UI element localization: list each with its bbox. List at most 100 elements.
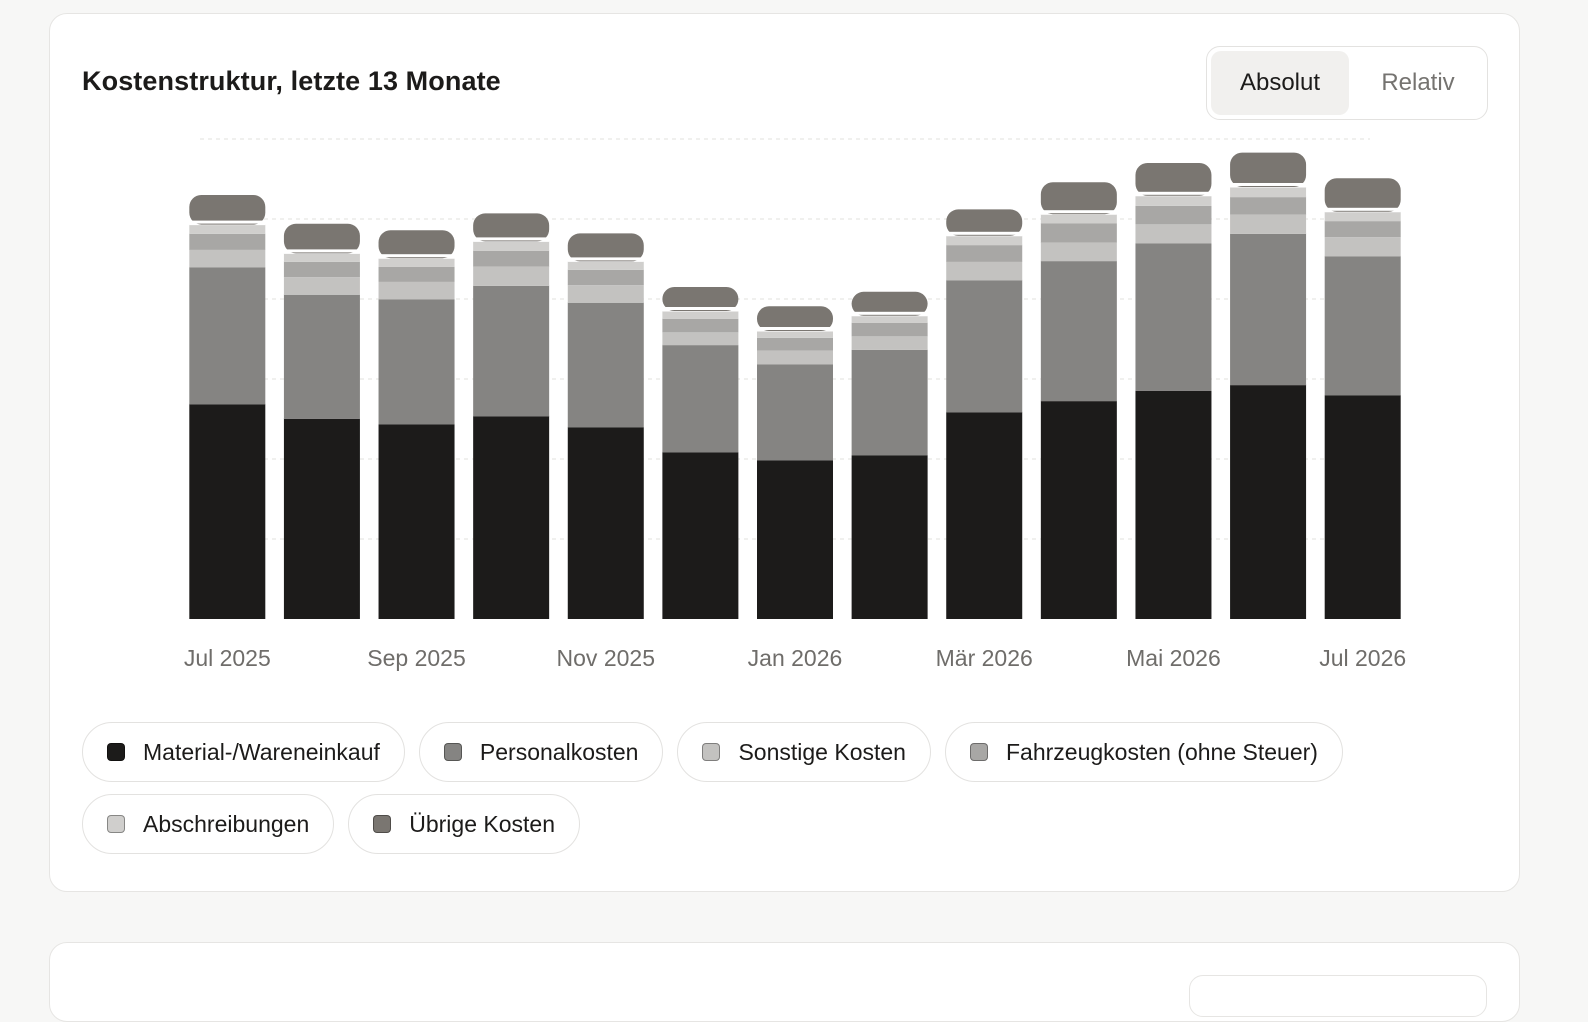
- bar-cap-gap: [378, 254, 455, 258]
- legend-item[interactable]: Material-/Wareneinkauf: [82, 722, 405, 782]
- x-tick-label: Mär 2026: [936, 645, 1033, 671]
- bar-segment: [567, 427, 644, 619]
- bar-segment: [1040, 400, 1117, 619]
- bar-segment: [473, 415, 550, 619]
- bar-segment: [757, 306, 833, 331]
- bar-segment: [189, 249, 266, 268]
- bar-segment: [473, 250, 550, 267]
- bar-segment: [567, 261, 644, 270]
- bar-segment: [1040, 242, 1117, 262]
- bar-segment: [283, 418, 360, 619]
- bar-cap-gap: [662, 307, 739, 310]
- bar-segment: [567, 269, 644, 286]
- bar-segment: [1135, 205, 1212, 225]
- legend-label: Personalkosten: [479, 738, 639, 765]
- bar-segment: [662, 331, 739, 346]
- bar-segment: [757, 459, 833, 619]
- bar-segment: [189, 403, 266, 619]
- bar-segment: [473, 241, 550, 251]
- bar-segment: [851, 322, 928, 337]
- bar-segment: [1040, 214, 1117, 224]
- bar-segment: [851, 349, 928, 456]
- bar-segment: [1135, 223, 1212, 244]
- toggle-absolute-button[interactable]: Absolut: [1211, 51, 1349, 115]
- bar-segment: [1040, 223, 1117, 243]
- bar-segment: [189, 195, 266, 225]
- bar-segment: [757, 350, 833, 365]
- bar-segment: [662, 451, 739, 619]
- bar-segment: [1324, 395, 1401, 619]
- bar-segment: [473, 285, 550, 417]
- bar-segment: [946, 279, 1023, 413]
- bar-segment: [946, 209, 1023, 236]
- legend-label: Sonstige Kosten: [738, 738, 906, 765]
- legend-label: Material-/Wareneinkauf: [143, 738, 380, 765]
- bar-segment: [189, 267, 266, 405]
- bar-segment: [1230, 187, 1307, 198]
- bar-segment: [1324, 220, 1401, 238]
- bar-segment: [1230, 196, 1307, 215]
- legend-swatch: [702, 743, 721, 761]
- bar-segment: [946, 411, 1023, 619]
- bar-segment: [1040, 260, 1117, 402]
- bar-segment: [378, 281, 455, 300]
- bar-cap-gap: [189, 220, 266, 224]
- legend-swatch: [107, 815, 125, 833]
- legend-item[interactable]: Abschreibungen: [82, 794, 335, 854]
- stacked-bar-chart: Jul 2025 Sep 2025 Nov 2025 Jan 2026 Mär 2026…: [184, 138, 1406, 671]
- legend-item[interactable]: Übrige Kosten: [348, 794, 580, 854]
- bar-segment: [851, 455, 928, 619]
- legend-swatch: [107, 743, 125, 761]
- bar-segment: [378, 230, 455, 259]
- next-card-control: [1189, 975, 1487, 1017]
- bar-segment: [1324, 236, 1401, 257]
- bar-segment: [1230, 152, 1307, 187]
- bar-cap-gap: [1040, 210, 1117, 214]
- bar-segment: [1135, 243, 1212, 391]
- bar-segment: [757, 337, 833, 351]
- legend-swatch: [443, 743, 462, 761]
- bar-segment: [662, 344, 739, 453]
- bar-segment: [1230, 233, 1307, 386]
- bar-segment: [473, 266, 550, 286]
- bar-segment: [567, 302, 644, 428]
- bar-segment: [946, 244, 1023, 262]
- legend-item[interactable]: Fahrzeugkosten (ohne Steuer): [944, 722, 1343, 782]
- bar-cap-gap: [567, 257, 644, 261]
- bar-cap-gap: [851, 311, 928, 315]
- toggle-relative-button[interactable]: Relativ: [1381, 69, 1455, 96]
- bar-segment: [378, 423, 455, 619]
- bar-segment: [283, 294, 360, 419]
- bar-segment: [757, 331, 833, 338]
- bar-cap-gap: [1324, 207, 1401, 211]
- x-tick-label: Nov 2025: [557, 645, 655, 671]
- bar-segment: [662, 311, 739, 319]
- bar-segment: [946, 235, 1023, 246]
- bar-cap-gap: [946, 231, 1023, 235]
- x-tick-label: Jul 2026: [1319, 645, 1406, 671]
- bar-segment: [378, 258, 455, 267]
- bar-segment: [1324, 211, 1401, 222]
- bar-segment: [1135, 390, 1212, 619]
- cost-structure-card: Kostenstruktur, letzte 13 Monate Absolut…: [49, 13, 1520, 892]
- bar-segment: [567, 284, 644, 303]
- bar-segment: [473, 213, 550, 242]
- legend-item[interactable]: Sonstige Kosten: [677, 722, 931, 782]
- legend-item[interactable]: Personalkosten: [418, 722, 664, 782]
- bar-segment: [1230, 214, 1307, 234]
- bar-segment: [1135, 195, 1212, 206]
- bar-cap-gap: [757, 327, 833, 330]
- legend-swatch: [969, 743, 988, 761]
- bar-segment: [378, 266, 455, 282]
- bar-segment: [189, 233, 266, 250]
- bar-segment: [851, 291, 928, 316]
- bar-segment: [1324, 178, 1401, 212]
- bar-segment: [662, 318, 739, 333]
- bar-segment: [1324, 255, 1401, 396]
- bar-segment: [283, 276, 360, 295]
- bar-segment: [757, 363, 833, 461]
- bar-segment: [1135, 163, 1212, 196]
- bar-segment: [851, 335, 928, 350]
- bar-segment: [189, 224, 266, 234]
- bar-cap-gap: [473, 237, 550, 241]
